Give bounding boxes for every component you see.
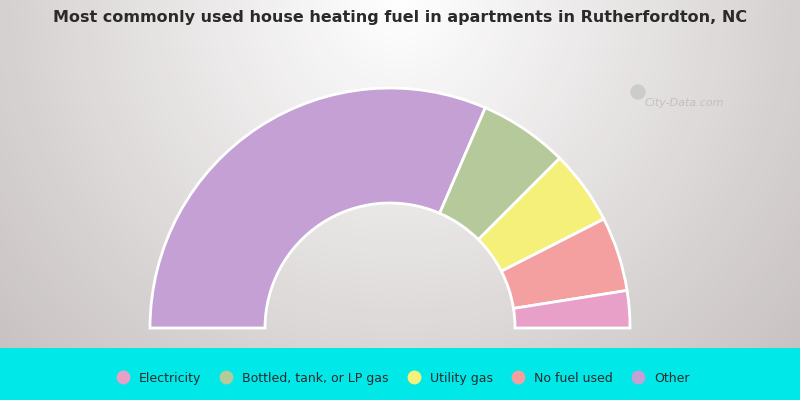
Circle shape	[314, 0, 486, 85]
Circle shape	[631, 85, 645, 99]
Circle shape	[51, 0, 749, 349]
Circle shape	[137, 0, 663, 264]
Circle shape	[276, 0, 524, 124]
Circle shape	[392, 0, 408, 8]
Circle shape	[82, 0, 718, 318]
Circle shape	[291, 0, 509, 108]
Wedge shape	[440, 108, 560, 240]
Circle shape	[152, 0, 648, 248]
Circle shape	[377, 0, 423, 23]
Circle shape	[369, 0, 431, 31]
Circle shape	[106, 0, 694, 294]
Circle shape	[299, 0, 501, 101]
Circle shape	[114, 0, 686, 287]
Circle shape	[121, 0, 679, 279]
Circle shape	[36, 0, 764, 364]
Circle shape	[190, 0, 610, 209]
Circle shape	[198, 0, 602, 202]
Circle shape	[354, 0, 446, 46]
Circle shape	[238, 0, 562, 163]
Text: City-Data.com: City-Data.com	[645, 98, 725, 108]
Circle shape	[66, 0, 734, 333]
Circle shape	[330, 0, 470, 70]
Circle shape	[346, 0, 454, 54]
Circle shape	[214, 0, 586, 186]
Circle shape	[307, 0, 493, 93]
Circle shape	[261, 0, 539, 140]
Circle shape	[245, 0, 555, 155]
Circle shape	[183, 0, 617, 217]
Circle shape	[160, 0, 640, 240]
Circle shape	[222, 0, 578, 178]
Circle shape	[268, 0, 532, 132]
Circle shape	[206, 0, 594, 194]
Circle shape	[59, 0, 741, 341]
Circle shape	[98, 0, 702, 302]
Circle shape	[20, 0, 780, 380]
Circle shape	[144, 0, 656, 256]
Wedge shape	[478, 158, 604, 271]
Circle shape	[322, 0, 478, 78]
Circle shape	[90, 0, 710, 310]
Wedge shape	[514, 290, 630, 328]
Circle shape	[175, 0, 625, 225]
Circle shape	[28, 0, 772, 372]
Circle shape	[5, 0, 795, 395]
Wedge shape	[502, 219, 627, 308]
Circle shape	[43, 0, 757, 356]
Circle shape	[284, 0, 516, 116]
Circle shape	[385, 0, 415, 16]
Circle shape	[167, 0, 633, 232]
Circle shape	[253, 0, 547, 147]
Text: Most commonly used house heating fuel in apartments in Rutherfordton, NC: Most commonly used house heating fuel in…	[53, 10, 747, 25]
Circle shape	[74, 0, 726, 326]
Circle shape	[362, 0, 438, 39]
Circle shape	[13, 0, 787, 388]
Legend: Electricity, Bottled, tank, or LP gas, Utility gas, No fuel used, Other: Electricity, Bottled, tank, or LP gas, U…	[105, 367, 695, 390]
Circle shape	[129, 0, 671, 271]
Wedge shape	[150, 88, 486, 328]
Circle shape	[338, 0, 462, 62]
Circle shape	[230, 0, 570, 170]
